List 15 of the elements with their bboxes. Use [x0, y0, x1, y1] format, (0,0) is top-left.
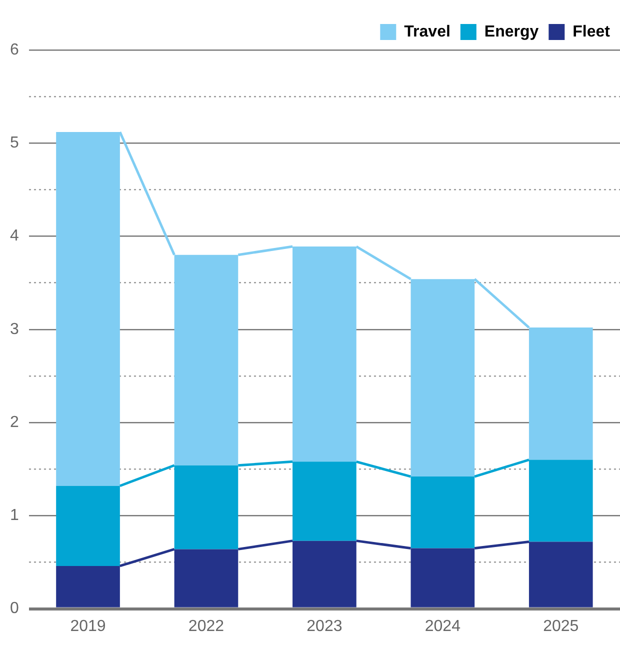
- x-tick-label: 2022: [188, 618, 224, 635]
- legend-label: Travel: [404, 23, 450, 40]
- x-tick-label: 2019: [70, 618, 106, 635]
- y-tick-label: 2: [10, 414, 19, 431]
- y-tick-label: 4: [10, 228, 19, 245]
- y-tick-label: 1: [10, 507, 19, 524]
- y-tick-label: 0: [10, 600, 19, 618]
- x-tick-label: 2023: [306, 618, 342, 635]
- x-tick-label: 2024: [424, 618, 461, 635]
- x-tick-label: 2025: [543, 618, 579, 635]
- y-tick-label: 5: [10, 134, 19, 152]
- y-tick-label: 3: [10, 320, 19, 338]
- legend-label: Fleet: [572, 23, 611, 40]
- y-tick-label: 6: [10, 41, 19, 58]
- legend-label: Energy: [484, 23, 539, 40]
